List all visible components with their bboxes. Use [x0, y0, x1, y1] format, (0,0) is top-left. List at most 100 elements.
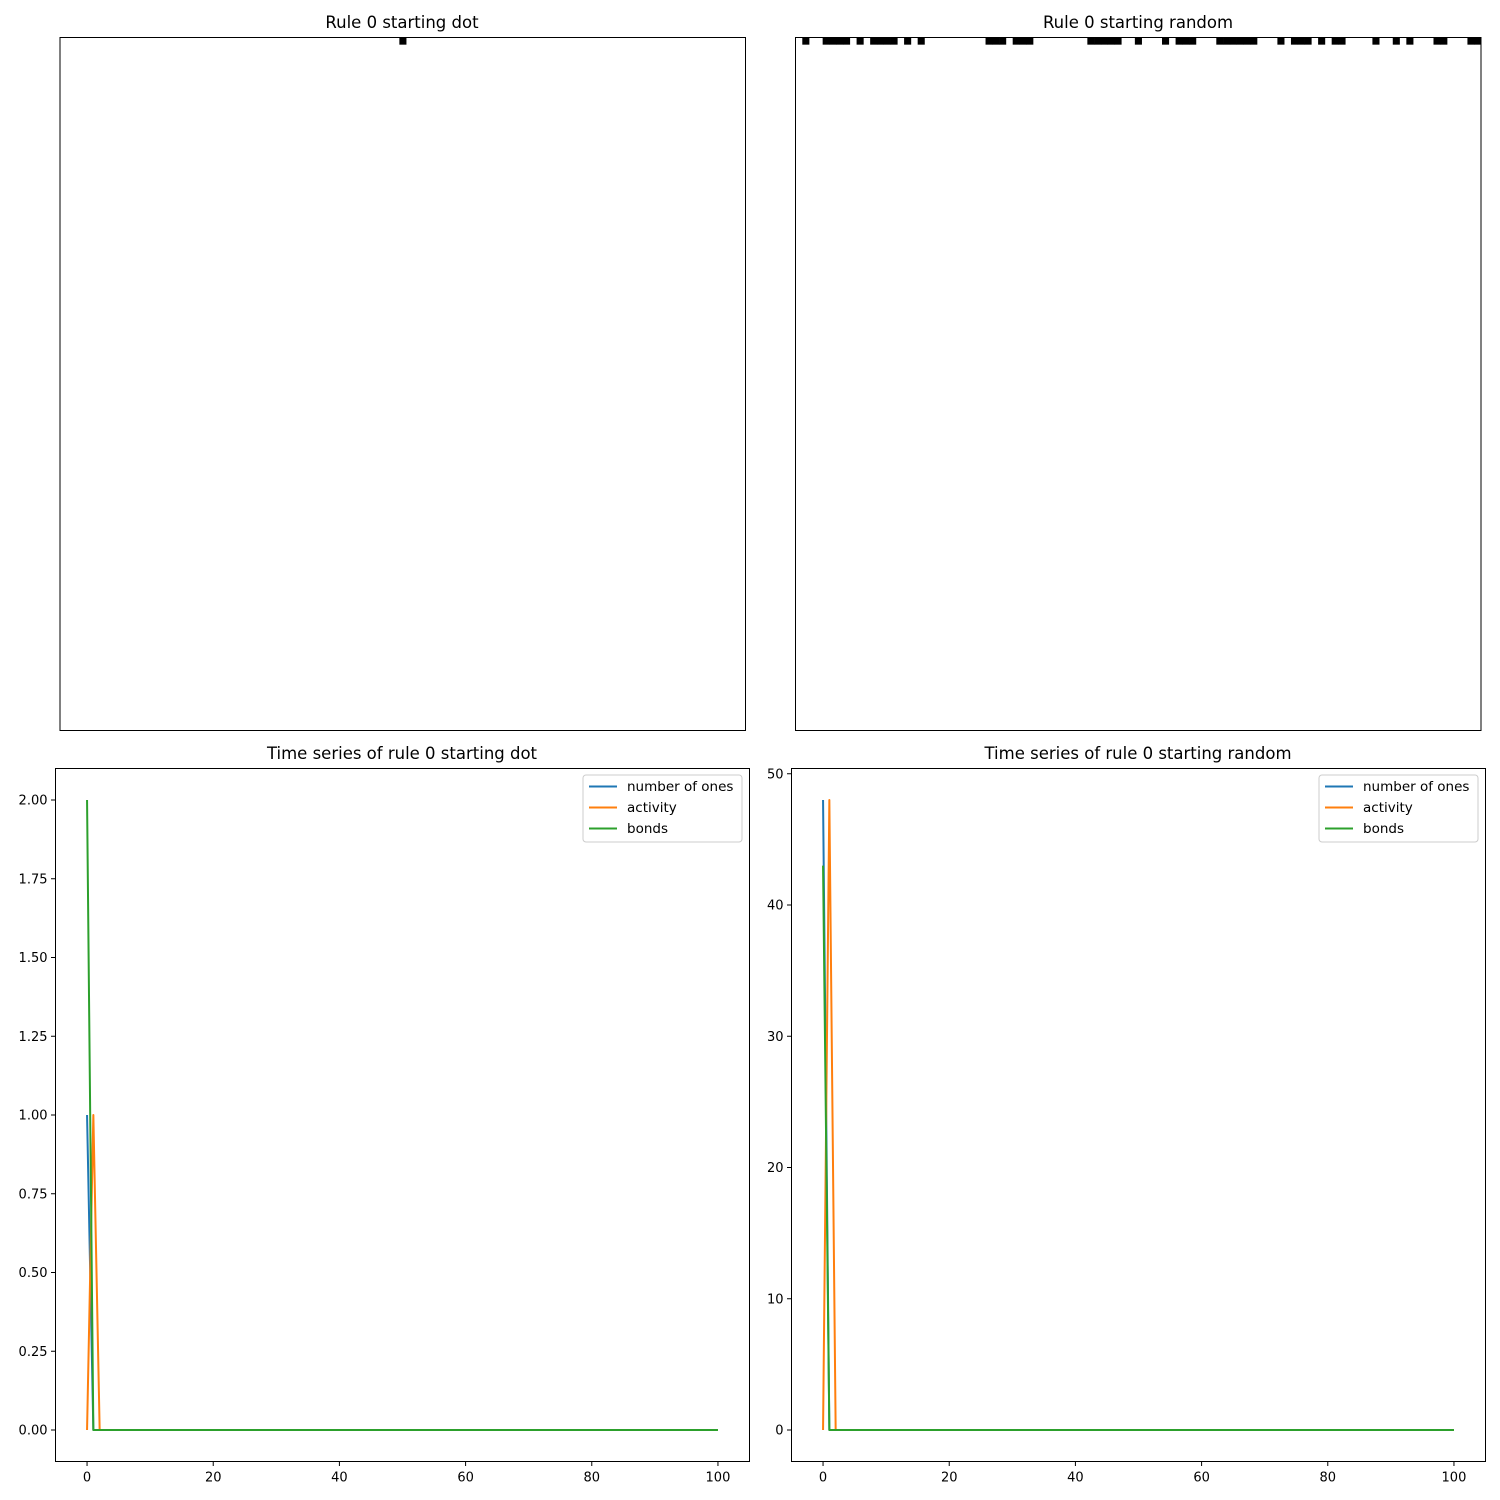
heatmap-cell [992, 37, 1000, 45]
x-tick-label: 20 [941, 1471, 958, 1486]
x-tick-label: 100 [1442, 1471, 1467, 1486]
heatmap-cell [1012, 37, 1020, 45]
y-tick-label: 1.00 [19, 1109, 48, 1124]
heatmap-cell [1094, 37, 1102, 45]
legend-label-bonds: bonds [627, 821, 668, 837]
y-tick-label: 20 [767, 1161, 784, 1176]
y-tick-label: 0.00 [19, 1424, 48, 1439]
heatmap-cell [1440, 37, 1448, 45]
x-tick-label: 100 [706, 1471, 731, 1486]
heatmap-cell [1250, 37, 1258, 45]
legend: number of ones activity bonds [1318, 774, 1479, 843]
y-tick-label: 50 [767, 767, 784, 782]
heatmap-cell [1134, 37, 1142, 45]
heatmap-cell [883, 37, 891, 45]
panel-timeseries-dot: Time series of rule 0 starting dot 0 20 40… [19, 744, 750, 1486]
heatmap-cell [843, 37, 851, 45]
y-tick-label: 0 [775, 1424, 783, 1439]
line-activity [822, 799, 1454, 1431]
y-tick-label: 1.25 [19, 1030, 48, 1045]
heatmap-cell [856, 37, 864, 45]
x-tick-label: 60 [457, 1471, 474, 1486]
chart-title: Rule 0 starting dot [325, 13, 479, 32]
y-tick-label: 10 [767, 1292, 784, 1307]
heatmap-cell [822, 37, 830, 45]
heatmap-cell [890, 37, 898, 45]
x-tick-label: 20 [205, 1471, 222, 1486]
heatmap-cell [870, 37, 878, 45]
legend-label-number-of-ones: number of ones [627, 779, 733, 795]
chart-title: Rule 0 starting random [1043, 13, 1233, 32]
heatmap-cell [1175, 37, 1183, 45]
legend-label-activity: activity [1363, 800, 1413, 816]
line-bonds [86, 799, 718, 1431]
series-layer [822, 799, 1454, 1431]
legend-label-number-of-ones: number of ones [1363, 779, 1469, 795]
heatmap-cell [1182, 37, 1190, 45]
plot-frame [55, 768, 750, 1462]
legend: number of ones activity bonds [582, 774, 743, 843]
heatmap-cell [917, 37, 925, 45]
legend-label-bonds: bonds [1363, 821, 1404, 837]
legend-box [1318, 774, 1479, 843]
x-tick-label: 40 [331, 1471, 348, 1486]
heatmap-cell [1318, 37, 1326, 45]
heatmap-cell [1019, 37, 1027, 45]
heatmap-cell [1087, 37, 1095, 45]
tick-layer: 0 20 40 60 80 100 0 10 20 30 40 50 [767, 767, 1466, 1485]
y-tick-label: 40 [767, 899, 784, 914]
heatmap-cell [904, 37, 912, 45]
y-tick-label: 0.50 [19, 1266, 48, 1281]
heatmap-cell [1392, 37, 1400, 45]
cell-layer [795, 37, 1482, 731]
heatmap-cell [1236, 37, 1244, 45]
line-activity [86, 1114, 718, 1431]
heatmap-cell [1223, 37, 1231, 45]
x-tick-label: 40 [1067, 1471, 1084, 1486]
y-tick-label: 30 [767, 1030, 784, 1045]
legend-box [582, 774, 743, 843]
heatmap-cell [985, 37, 993, 45]
y-tick-label: 1.75 [19, 872, 48, 887]
heatmap-cell [1107, 37, 1115, 45]
heatmap-background [795, 37, 1481, 731]
heatmap-cell [802, 37, 810, 45]
chart-title: Time series of rule 0 starting random [983, 744, 1291, 763]
y-tick-label: 0.75 [19, 1187, 48, 1202]
y-tick-label: 1.50 [19, 951, 48, 966]
heatmap-cell [1229, 37, 1237, 45]
tick-layer: 0 20 40 60 80 100 0.00 0.25 0.50 0.75 1.00 1.25 1.50… [19, 794, 731, 1486]
series-layer [86, 799, 718, 1431]
line-bonds [822, 865, 1454, 1431]
line-number-of-ones [86, 1114, 718, 1431]
heatmap-cell [829, 37, 837, 45]
panel-rule0-dot: Rule 0 starting dot [59, 13, 746, 731]
plot-frame [791, 768, 1486, 1462]
legend-label-activity: activity [627, 800, 677, 816]
heatmap-cell [399, 37, 407, 45]
heatmap-cell [1406, 37, 1414, 45]
heatmap-cell [1304, 37, 1312, 45]
panel-timeseries-random: Time series of rule 0 starting random 0 2… [767, 744, 1486, 1486]
heatmap-cell [1162, 37, 1170, 45]
x-tick-label: 0 [819, 1471, 827, 1486]
line-number-of-ones [822, 799, 1454, 1431]
heatmap-cell [1474, 37, 1482, 45]
heatmap-cell [1433, 37, 1441, 45]
y-tick-label: 2.00 [19, 794, 48, 809]
x-tick-label: 60 [1193, 1471, 1210, 1486]
heatmap-cell [1297, 37, 1305, 45]
panel-rule0-random: Rule 0 starting random [795, 13, 1482, 731]
plot-frame [795, 37, 1482, 731]
heatmap-cell [999, 37, 1007, 45]
heatmap-cell [1216, 37, 1224, 45]
heatmap-cell [1100, 37, 1109, 45]
heatmap-cell [1026, 37, 1034, 45]
x-tick-label: 80 [583, 1471, 600, 1486]
heatmap-cell [1277, 37, 1285, 45]
heatmap-cell [1114, 37, 1122, 45]
heatmap-cell [1290, 37, 1299, 45]
heatmap-cell [1331, 37, 1339, 45]
plot-frame [59, 37, 746, 731]
